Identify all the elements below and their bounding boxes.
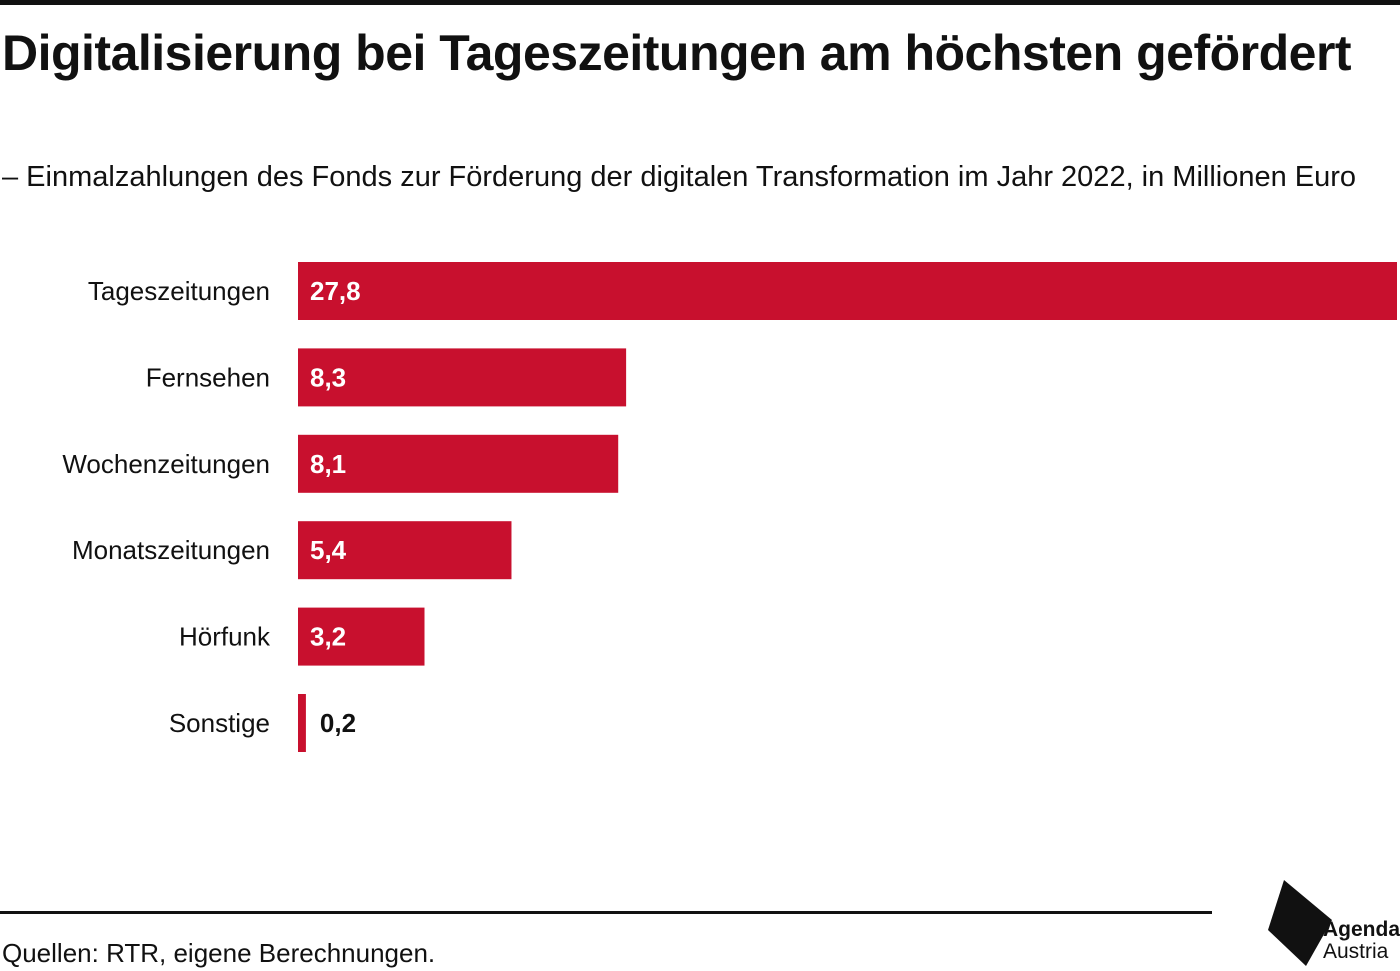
source-note: Quellen: RTR, eigene Berechnungen. bbox=[2, 938, 436, 968]
logo-text-agenda: Agenda bbox=[1323, 918, 1400, 941]
bar bbox=[298, 348, 627, 407]
logo-text-austria: Austria bbox=[1323, 940, 1389, 963]
value-label: 8,3 bbox=[310, 362, 346, 392]
chart-subtitle: – Einmalzahlungen des Fonds zur Förderun… bbox=[2, 161, 1357, 193]
bar bbox=[298, 262, 1397, 320]
value-label: 27,8 bbox=[310, 276, 361, 306]
category-label: Sonstige bbox=[169, 708, 270, 738]
top-rule bbox=[0, 0, 1400, 5]
category-label: Hörfunk bbox=[179, 622, 271, 652]
chart-title: Digitalisierung bei Tageszeitungen am hö… bbox=[2, 25, 1352, 81]
value-label: 8,1 bbox=[310, 449, 346, 479]
agenda-austria-logo: Agenda Austria bbox=[1264, 878, 1400, 971]
category-label: Fernsehen bbox=[146, 362, 270, 392]
value-label: 0,2 bbox=[320, 708, 356, 738]
bar bbox=[298, 694, 306, 752]
value-label: 3,2 bbox=[310, 622, 346, 652]
bar bbox=[298, 607, 425, 666]
bar bbox=[298, 521, 512, 580]
category-label: Wochenzeitungen bbox=[62, 449, 270, 479]
category-label: Tageszeitungen bbox=[88, 276, 270, 306]
bottom-rule bbox=[0, 911, 1212, 914]
bar-chart: Tageszeitungen 27,8 Fernsehen 8,3 Wochenzeit… bbox=[62, 262, 1397, 752]
value-label: 5,4 bbox=[310, 535, 347, 565]
agenda-austria-logo-icon bbox=[1268, 880, 1332, 966]
bar bbox=[298, 434, 619, 493]
category-label: Monatszeitungen bbox=[72, 535, 270, 565]
